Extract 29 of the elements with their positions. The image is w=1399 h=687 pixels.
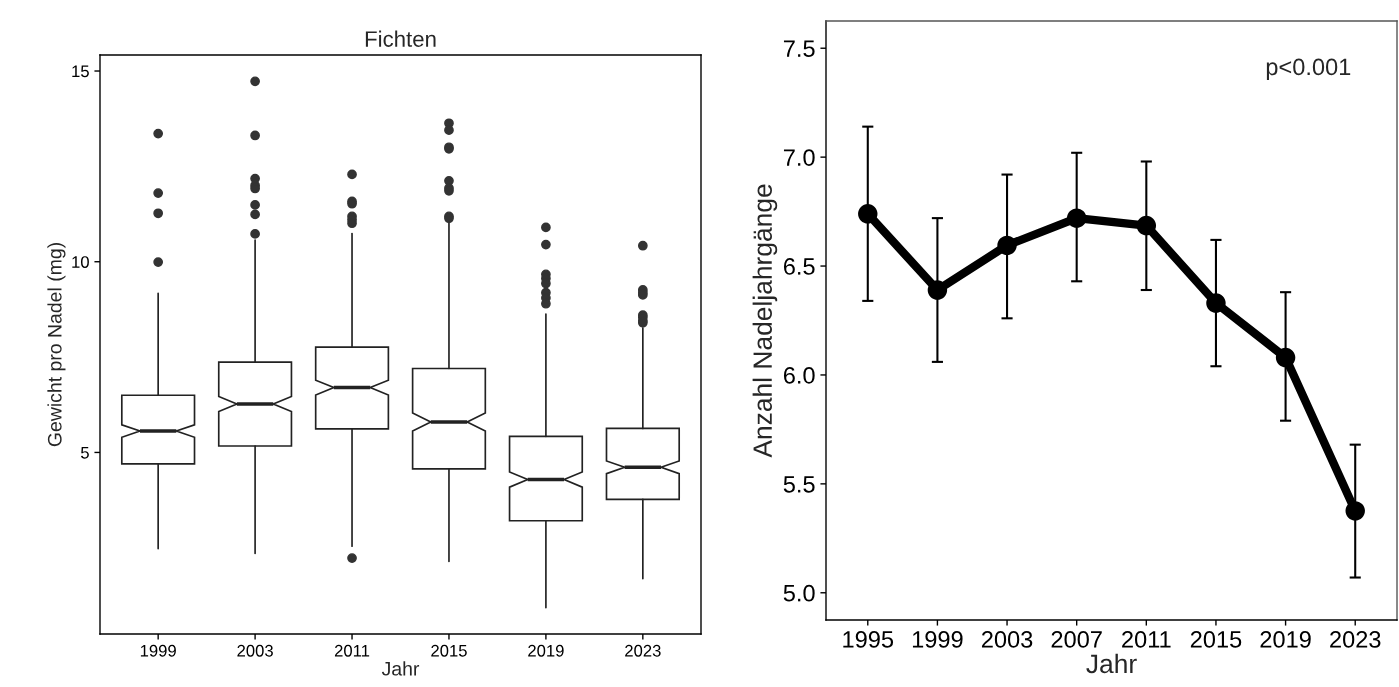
- x-tick-label: 2015: [431, 644, 467, 657]
- x-tick-label: 2015: [1190, 631, 1242, 648]
- chart-title: Fichten: [365, 30, 436, 47]
- y-tick-label: 7.5: [783, 40, 815, 58]
- x-tick-label: 2011: [334, 644, 370, 657]
- annotation: p<0.001: [1266, 58, 1351, 80]
- y-tick-label: 6.0: [783, 367, 815, 384]
- x-tick-label: 2011: [1122, 631, 1171, 648]
- x-tick-label: 2007: [1051, 631, 1102, 648]
- y-axis-title: Anzahl Nadeljahrgänge: [752, 184, 778, 458]
- y-tick-label: 6.5: [783, 258, 815, 275]
- x-axis-title: Jahr: [381, 661, 420, 676]
- y-tick-label: 5.5: [783, 476, 815, 493]
- y-tick-label: 15: [72, 65, 89, 78]
- y-axis-title: Gewicht pro Nadel (mg): [47, 243, 66, 447]
- x-tick-label: 2003: [981, 631, 1033, 648]
- x-tick-label: 2019: [528, 644, 564, 657]
- x-axis-title: Jahr: [1086, 653, 1137, 674]
- y-tick-label: 5.0: [783, 584, 815, 602]
- x-tick-label: 2019: [1260, 631, 1311, 648]
- x-tick-label: 1999: [912, 631, 963, 648]
- x-tick-label: 2003: [237, 644, 273, 657]
- x-tick-label: 1999: [140, 644, 176, 657]
- x-tick-label: 1995: [843, 631, 894, 648]
- x-tick-label: 2023: [1330, 631, 1381, 648]
- y-tick-label: 7.0: [783, 149, 815, 166]
- x-tick-label: 2023: [625, 644, 661, 657]
- y-tick-label: 5: [80, 447, 89, 459]
- y-tick-label: 10: [72, 256, 89, 268]
